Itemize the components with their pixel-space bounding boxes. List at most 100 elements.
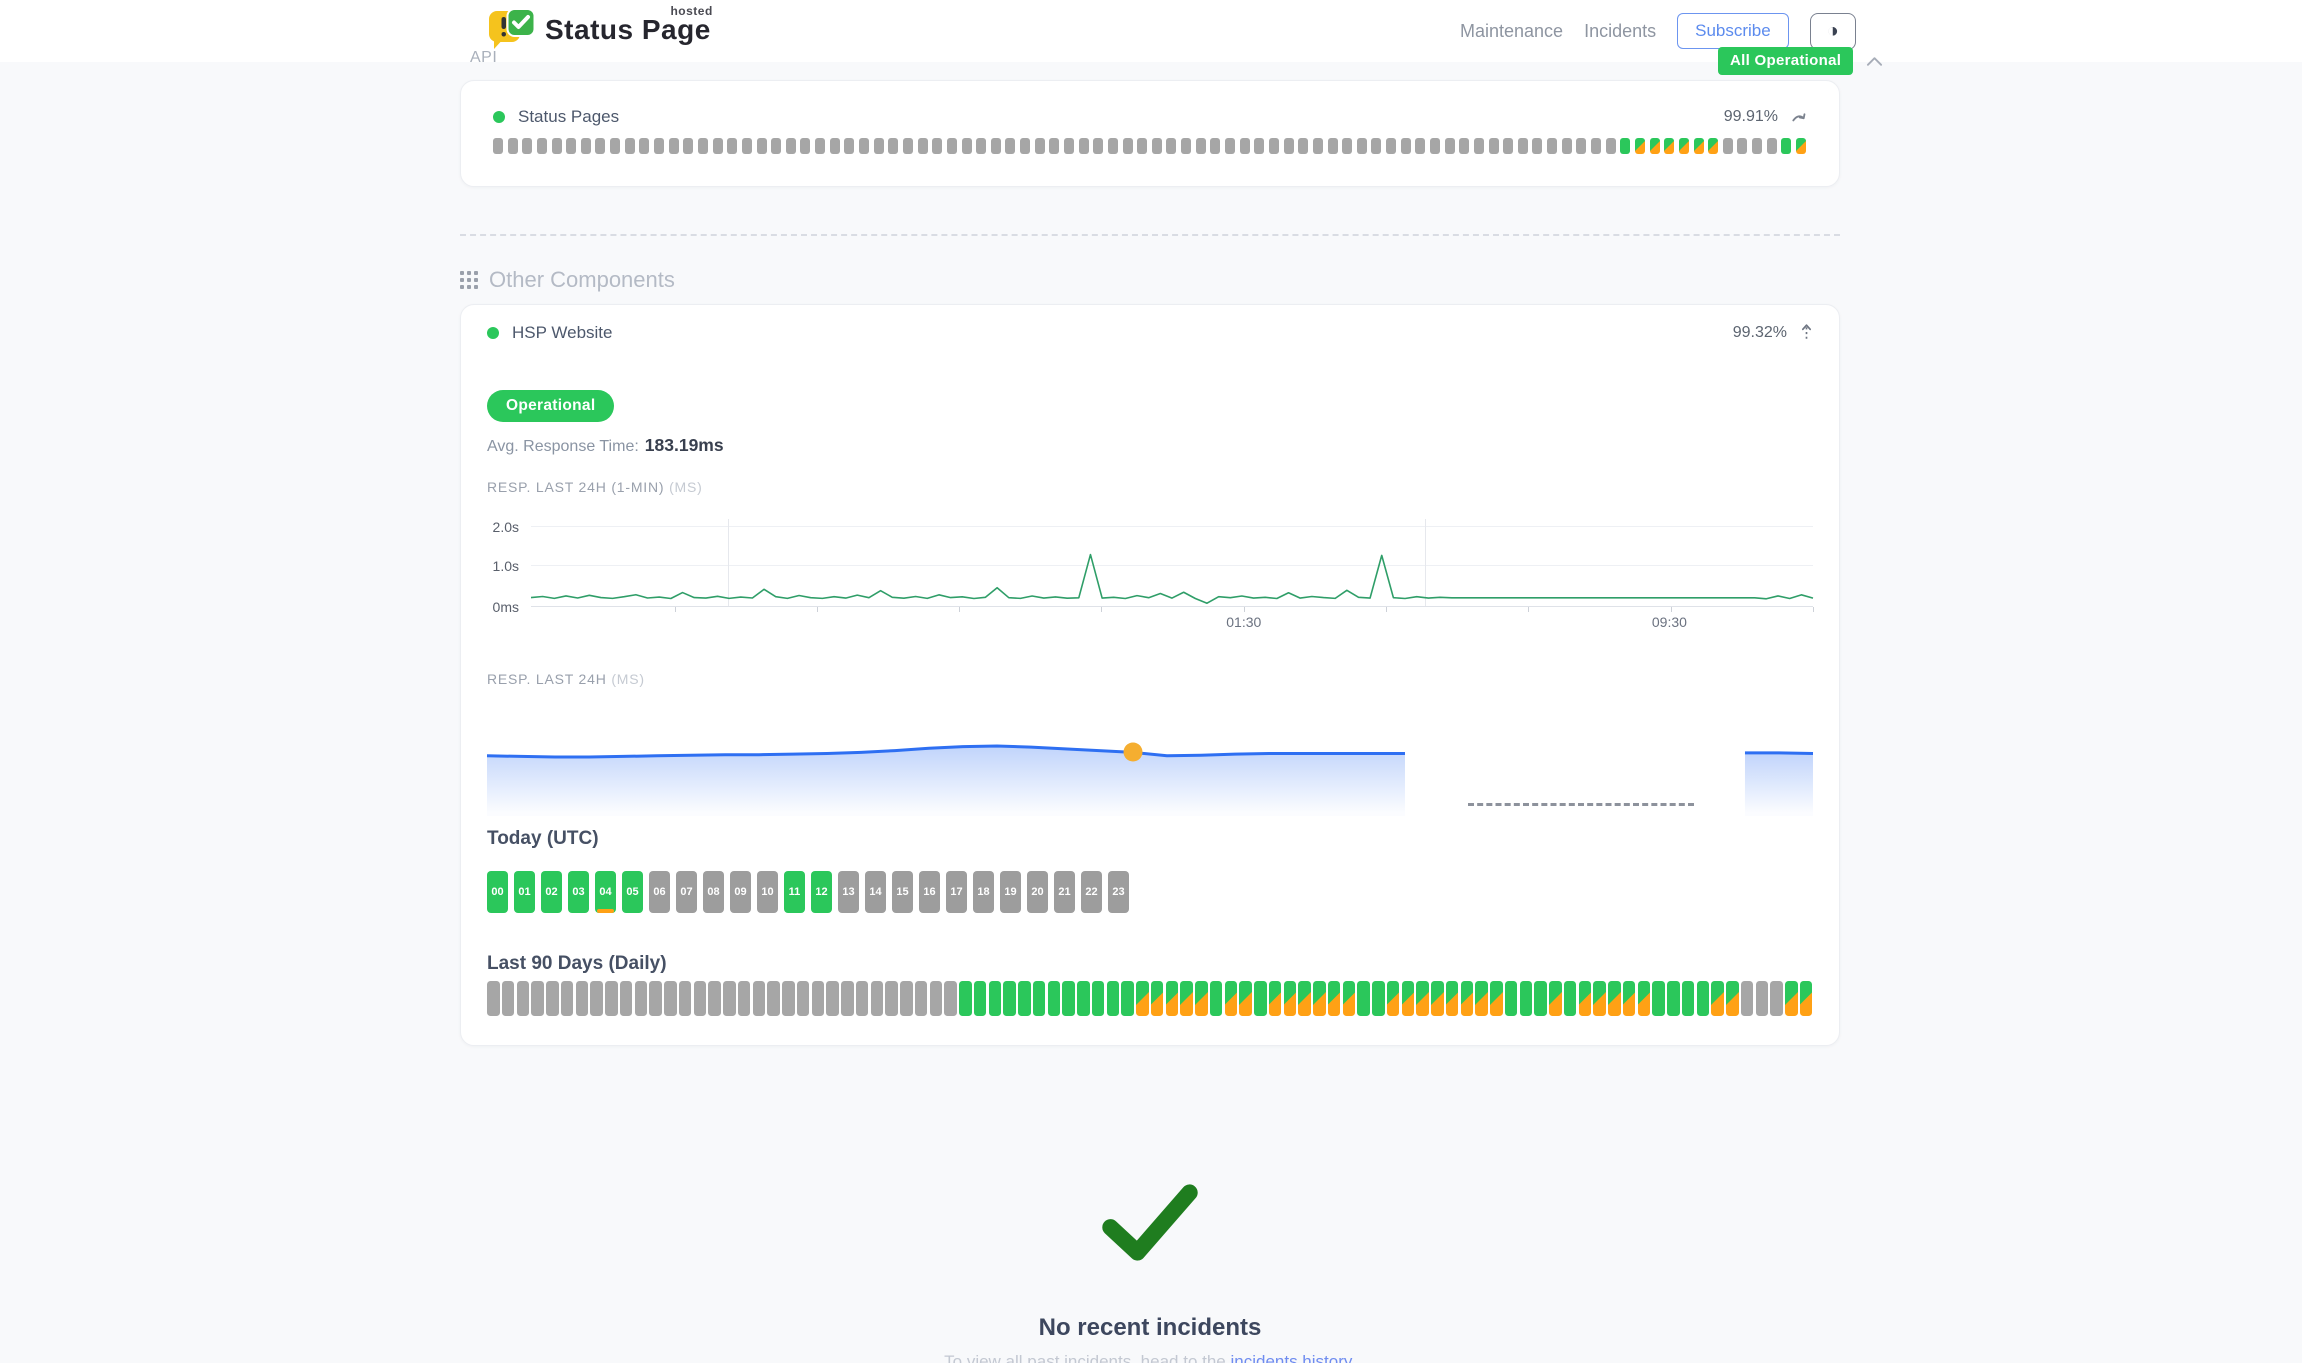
uptime-bar: [493, 138, 503, 154]
last-90-days-bars: [487, 981, 1813, 1016]
daily-uptime-bar: [1667, 981, 1680, 1016]
hsp-website-row[interactable]: HSP Website 99.32%: [487, 322, 1813, 343]
uptime-bar: [1678, 138, 1689, 154]
uptime-percent: 99.32%: [1732, 323, 1787, 341]
daily-uptime-bar: [1254, 981, 1267, 1016]
gridline: [531, 526, 1813, 527]
daily-uptime-bar: [1475, 981, 1488, 1016]
daily-uptime-bar: [1195, 981, 1208, 1016]
daily-uptime-bar: [1372, 981, 1385, 1016]
uptime-bar: [1034, 138, 1045, 154]
daily-uptime-bar: [1121, 981, 1134, 1016]
uptime-bar: [1371, 138, 1382, 154]
uptime-bar: [624, 138, 635, 154]
hour-block: 19: [1000, 871, 1021, 913]
logo-title: Status Page hosted: [545, 4, 713, 45]
chevron-up-icon[interactable]: [1866, 56, 1883, 67]
uptime-bar: [1781, 138, 1792, 154]
uptime-bar: [580, 138, 591, 154]
daily-uptime-bar: [1018, 981, 1031, 1016]
status-page-logo-icon: [489, 8, 535, 49]
uptime-bar: [1561, 138, 1572, 154]
daily-uptime-bar: [1593, 981, 1606, 1016]
daily-uptime-bar: [575, 981, 588, 1016]
daily-uptime-bar: [1696, 981, 1709, 1016]
hour-block: 22: [1081, 871, 1102, 913]
daily-uptime-bar: [1681, 981, 1695, 1016]
uptime-bar: [1063, 138, 1074, 154]
uptime-bar: [1327, 138, 1338, 154]
daily-uptime-bar: [1608, 981, 1621, 1016]
gridline: [728, 519, 730, 606]
daily-uptime-bar: [1622, 981, 1636, 1016]
axis-tick: [1813, 607, 1814, 612]
theme-toggle-button[interactable]: ◑: [1809, 12, 1856, 50]
no-incidents-section: No recent incidents To view all past inc…: [460, 1046, 1840, 1363]
uptime-bar: [873, 138, 884, 154]
uptime-bar: [1005, 138, 1016, 154]
uptime-bar: [668, 138, 679, 154]
uptime-bar: [932, 138, 943, 154]
daily-uptime-bar: [1047, 981, 1060, 1016]
daily-uptime-bar: [944, 981, 957, 1016]
uptime-bar: [683, 138, 694, 154]
uptime-bar: [1517, 138, 1528, 154]
uptime-bar: [946, 138, 957, 154]
incidents-history-link[interactable]: incidents history: [1230, 1352, 1352, 1363]
gridline: [1424, 519, 1426, 606]
uptime-bar: [727, 138, 738, 154]
daily-uptime-bar: [1549, 981, 1562, 1016]
subscribe-button[interactable]: Subscribe: [1677, 13, 1789, 49]
daily-uptime-bar: [988, 981, 1001, 1016]
daily-uptime-bar: [1003, 981, 1016, 1016]
hour-block: 04: [595, 871, 616, 913]
uptime-bar: [1122, 138, 1133, 154]
daily-uptime-bar: [1401, 981, 1414, 1016]
collapse-button[interactable]: [1800, 322, 1813, 343]
nav-maintenance[interactable]: Maintenance: [1460, 20, 1564, 41]
uptime-bar: [1649, 138, 1660, 154]
axis-tick: [1670, 607, 1672, 612]
uptime-bar: [1634, 138, 1645, 154]
overall-status: All Operational: [1718, 47, 1883, 75]
uptime-bar: [917, 138, 928, 154]
uptime-bar: [1093, 138, 1104, 154]
daily-uptime-bar: [959, 981, 972, 1016]
daily-uptime-bar: [1357, 981, 1370, 1016]
uptime-bar: [522, 138, 533, 154]
y-axis-label: 1.0s: [492, 558, 519, 574]
response-time-chart-24h: [487, 716, 1813, 821]
nav-incidents[interactable]: Incidents: [1584, 20, 1657, 41]
main-content: Status Pages 99.91% Other Components: [460, 80, 1840, 1363]
chart2-label: RESP. LAST 24H (MS): [487, 671, 645, 687]
uptime-bar: [1693, 138, 1704, 154]
uptime-bar: [1766, 138, 1777, 154]
uptime-bar: [756, 138, 767, 154]
response-area-line: [487, 716, 1813, 816]
logo-superscript: hosted: [670, 4, 713, 18]
uptime-bar: [1415, 138, 1426, 154]
daily-uptime-bar: [634, 981, 647, 1016]
refresh-button[interactable]: [1791, 110, 1807, 124]
uptime-bar: [844, 138, 855, 154]
component-name: Status Pages: [518, 107, 620, 126]
daily-uptime-bar: [782, 981, 795, 1016]
daily-uptime-bar: [1150, 981, 1164, 1016]
avg-response-row: Avg. Response Time: 183.19ms: [487, 435, 1813, 456]
uptime-bar: [1547, 138, 1558, 154]
daily-uptime-bar: [678, 981, 692, 1016]
daily-uptime-bar: [531, 981, 544, 1016]
uptime-bar: [1459, 138, 1470, 154]
status-pages-row[interactable]: Status Pages 99.91%: [493, 107, 1807, 127]
y-axis-label: 0ms: [492, 599, 519, 615]
daily-uptime-bar: [1740, 981, 1754, 1016]
hour-block: 09: [730, 871, 751, 913]
daily-uptime-bar: [1062, 981, 1075, 1016]
daily-uptime-bar: [560, 981, 574, 1016]
uptime-bar: [551, 138, 562, 154]
uptime-bar: [815, 138, 826, 154]
data-point-marker[interactable]: [1123, 742, 1143, 762]
daily-uptime-bar: [796, 981, 810, 1016]
daily-uptime-bar: [1298, 981, 1311, 1016]
operational-badge: Operational: [487, 390, 615, 422]
